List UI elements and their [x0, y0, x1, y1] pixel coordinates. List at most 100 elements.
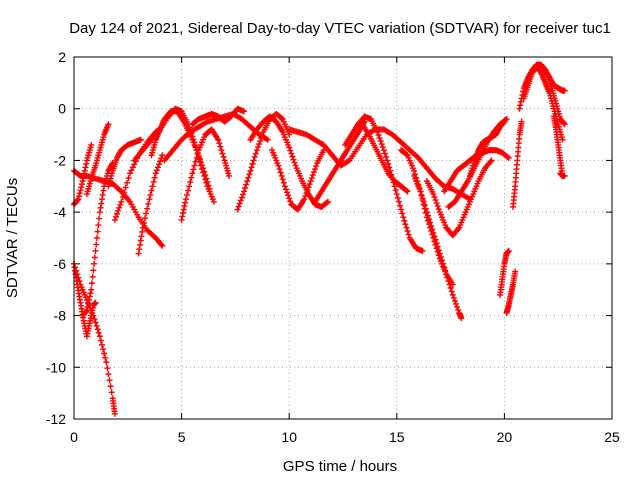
data-point	[83, 160, 90, 167]
data-point	[241, 188, 248, 195]
data-point	[179, 213, 186, 220]
data-point	[505, 247, 512, 254]
data-point	[236, 200, 243, 207]
series-sat-ad	[510, 118, 525, 210]
data-point	[518, 118, 525, 125]
data-point	[97, 204, 104, 211]
data-point	[376, 135, 383, 142]
x-tick-label: 0	[70, 429, 78, 445]
data-point	[180, 206, 187, 213]
data-point	[128, 167, 135, 174]
data-point	[206, 185, 213, 192]
data-point	[100, 346, 107, 353]
series-sat-i	[135, 152, 166, 257]
x-axis-label: GPS time / hours	[283, 458, 397, 475]
data-point	[411, 167, 418, 174]
data-point	[395, 198, 402, 205]
data-point	[258, 135, 265, 142]
data-point	[308, 175, 315, 182]
data-point	[157, 158, 164, 165]
data-point	[516, 105, 523, 112]
y-axis-label: SDTVAR / TECUs	[4, 178, 21, 298]
y-tick-label: -2	[54, 152, 67, 168]
data-point	[307, 178, 314, 185]
data-point	[425, 217, 432, 224]
data-point	[420, 201, 427, 208]
data-point	[152, 170, 159, 177]
data-point	[241, 108, 248, 115]
data-point	[86, 297, 93, 304]
data-point	[500, 119, 507, 126]
data-point	[431, 194, 438, 201]
data-point	[257, 138, 264, 145]
data-point	[192, 158, 199, 165]
data-point	[103, 359, 110, 366]
data-point	[98, 196, 105, 203]
data-point	[139, 228, 146, 235]
data-point	[378, 141, 385, 148]
data-point	[375, 132, 382, 139]
data-point	[96, 209, 103, 216]
series-sat-y	[441, 147, 512, 195]
data-point	[148, 187, 155, 194]
data-point	[138, 233, 145, 240]
data-point	[216, 140, 223, 147]
data-point	[435, 206, 442, 213]
data-point	[275, 162, 282, 169]
data-point	[92, 299, 99, 306]
data-point	[401, 217, 408, 224]
data-point	[449, 291, 456, 298]
data-point	[91, 260, 98, 267]
data-point	[137, 237, 144, 244]
data-point	[313, 163, 320, 170]
data-point	[404, 188, 411, 195]
data-point	[431, 238, 438, 245]
data-point	[384, 157, 391, 164]
data-point	[452, 300, 459, 307]
data-point	[121, 189, 128, 196]
data-point	[430, 191, 437, 198]
data-point	[147, 191, 154, 198]
data-point	[210, 198, 217, 205]
data-point	[136, 241, 143, 248]
data-point	[435, 252, 442, 259]
data-point	[88, 286, 95, 293]
data-point	[115, 207, 122, 214]
data-point	[199, 162, 206, 169]
data-point	[143, 210, 150, 217]
data-point	[104, 365, 111, 372]
data-point	[517, 98, 524, 105]
data-point	[374, 128, 381, 135]
data-point	[278, 115, 285, 122]
data-point	[487, 158, 494, 165]
data-point	[252, 150, 259, 157]
data-point	[237, 197, 244, 204]
data-point	[561, 121, 568, 128]
data-point	[150, 178, 157, 185]
data-point	[404, 228, 411, 235]
data-point	[99, 191, 106, 198]
data-point	[244, 178, 251, 185]
data-point	[88, 280, 95, 287]
data-point	[107, 383, 114, 390]
series-sat-e	[71, 141, 95, 208]
data-point	[287, 198, 294, 205]
data-point	[264, 136, 271, 143]
series-sat-l	[178, 126, 232, 223]
data-point	[427, 224, 434, 231]
data-point	[188, 174, 195, 181]
data-point	[250, 157, 257, 164]
series-sat-r	[286, 126, 473, 203]
data-point	[247, 167, 254, 174]
series-sat-aa	[466, 118, 508, 179]
data-point	[288, 150, 295, 157]
data-point	[92, 247, 99, 254]
data-point	[93, 322, 100, 329]
data-point	[191, 162, 198, 169]
data-point	[303, 190, 310, 197]
data-point	[245, 174, 252, 181]
data-point	[93, 235, 100, 241]
data-point	[280, 179, 287, 186]
data-point	[79, 178, 86, 185]
